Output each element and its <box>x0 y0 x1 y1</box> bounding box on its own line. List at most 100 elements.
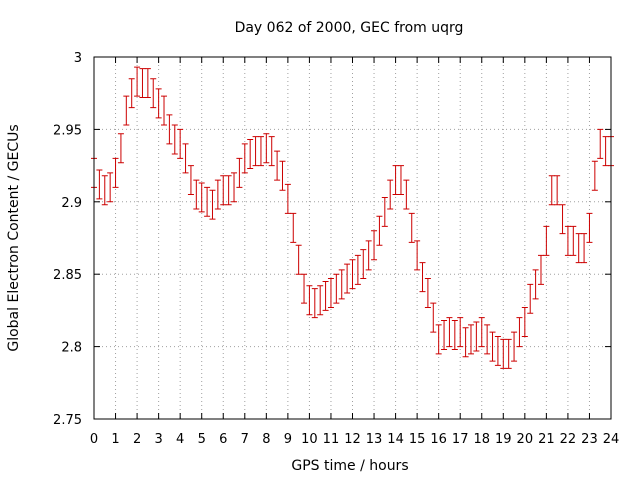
y-tick-label: 2.9 <box>61 196 82 211</box>
data-point-error-bar <box>268 136 275 167</box>
data-point-error-bar <box>489 331 496 362</box>
data-point-error-bar <box>597 128 604 159</box>
data-point-error-bar <box>204 186 211 217</box>
data-point-error-bar <box>209 189 216 220</box>
data-point-error-bar <box>591 160 598 191</box>
data-point-error-bar <box>376 215 383 246</box>
data-point-error-bar <box>467 324 474 355</box>
data-point-error-bar <box>279 160 286 191</box>
data-point-error-bar <box>548 175 555 206</box>
data-point-error-bar <box>430 302 437 333</box>
grid <box>94 57 611 419</box>
x-tick-label: 12 <box>344 432 361 447</box>
data-point-error-bar <box>166 114 173 145</box>
data-point-error-bar <box>247 139 254 169</box>
data-point-error-bar <box>214 179 221 210</box>
data-point-error-bar <box>295 244 302 275</box>
x-tick-label: 1 <box>111 432 119 447</box>
data-point-error-bar <box>559 204 566 235</box>
y-tick-label: 2.8 <box>61 341 82 356</box>
data-point-error-bar <box>581 233 588 264</box>
data-point-error-bar <box>484 324 491 355</box>
data-point-error-bar <box>511 331 518 362</box>
data-point-error-bar <box>564 225 571 256</box>
data-point-error-bar <box>575 233 582 264</box>
data-point-error-bar <box>257 136 264 167</box>
x-tick-label: 10 <box>301 432 318 447</box>
data-point-error-bar <box>473 321 480 352</box>
data-point-error-bar <box>225 175 232 206</box>
data-point-error-bar <box>263 133 270 164</box>
x-tick-label: 18 <box>473 432 490 447</box>
chart-title: Day 062 of 2000, GEC from uqrg <box>235 20 464 36</box>
data-point-error-bar <box>198 182 205 213</box>
data-point-error-bar <box>408 212 415 243</box>
x-tick-label: 24 <box>603 432 620 447</box>
data-point-error-bar <box>231 172 238 203</box>
x-tick-label: 17 <box>452 432 469 447</box>
data-point-error-bar <box>96 169 103 200</box>
x-tick-label: 21 <box>538 432 555 447</box>
x-tick-label: 3 <box>154 432 162 447</box>
x-tick-label: 15 <box>409 432 426 447</box>
x-tick-label: 11 <box>323 432 340 447</box>
data-point-error-bar <box>182 143 189 174</box>
data-point-error-bar <box>457 317 464 348</box>
data-point-error-bar <box>424 278 431 309</box>
data-point-error-bar <box>543 225 550 256</box>
data-point-error-bar <box>134 66 141 97</box>
data-point-error-bar <box>537 254 544 285</box>
data-point-error-bar <box>306 285 313 316</box>
data-point-error-bar <box>365 240 372 271</box>
x-tick-label: 2 <box>133 432 141 447</box>
data-point-error-bar <box>101 175 108 206</box>
data-point-error-bar <box>107 172 114 203</box>
data-point-error-bar <box>349 259 356 290</box>
x-tick-label: 8 <box>262 432 270 447</box>
data-point-error-bar <box>236 157 243 188</box>
data-point-error-bar <box>505 338 512 369</box>
y-tick-label: 3 <box>74 51 82 66</box>
data-point-error-bar <box>441 320 448 350</box>
data-point-error-bar <box>371 230 378 261</box>
data-point-error-bar <box>317 285 324 316</box>
data-point-error-bar <box>284 183 291 214</box>
data-point-error-bar <box>446 317 453 348</box>
y-tick-label: 2.85 <box>53 268 82 283</box>
x-tick-label: 6 <box>219 432 227 447</box>
x-tick-label: 22 <box>560 432 577 447</box>
data-point-error-bar <box>381 196 388 227</box>
x-tick-label: 14 <box>387 432 404 447</box>
data-point-error-bar <box>144 68 151 99</box>
data-point-error-bar <box>311 288 318 319</box>
data-point-error-bar <box>435 324 442 355</box>
data-point-error-bar <box>274 150 281 181</box>
data-point-error-bar <box>290 212 297 243</box>
data-point-error-bar <box>403 179 410 210</box>
data-point-error-bar <box>139 68 146 99</box>
data-point-error-bar <box>602 136 609 167</box>
data-point-error-bar <box>451 320 458 350</box>
data-point-error-bar <box>333 273 340 304</box>
data-point-error-bar <box>397 165 404 196</box>
data-point-error-bar <box>252 136 259 167</box>
x-tick-label: 4 <box>176 432 184 447</box>
data-point-error-bar <box>322 280 329 311</box>
data-point-error-bar <box>117 133 124 164</box>
y-tick-label: 2.95 <box>53 123 82 138</box>
data-point-error-bar <box>414 240 421 271</box>
x-tick-label: 16 <box>430 432 447 447</box>
data-point-error-bar <box>161 95 168 126</box>
x-tick-label: 19 <box>495 432 512 447</box>
axis-ticks <box>93 56 612 420</box>
data-point-error-bar <box>155 88 162 119</box>
data-point-error-bar <box>554 175 561 206</box>
data-point-error-bar <box>516 317 523 348</box>
y-axis-label: Global Electron Content / GECUs <box>6 124 22 351</box>
data-point-error-bar <box>171 124 178 155</box>
x-tick-label: 9 <box>284 432 292 447</box>
data-point-error-bar <box>112 157 119 188</box>
data-point-error-bar <box>500 338 507 369</box>
y-tick-labels: 2.75 2.8 2.85 2.9 2.95 3 <box>53 51 82 428</box>
